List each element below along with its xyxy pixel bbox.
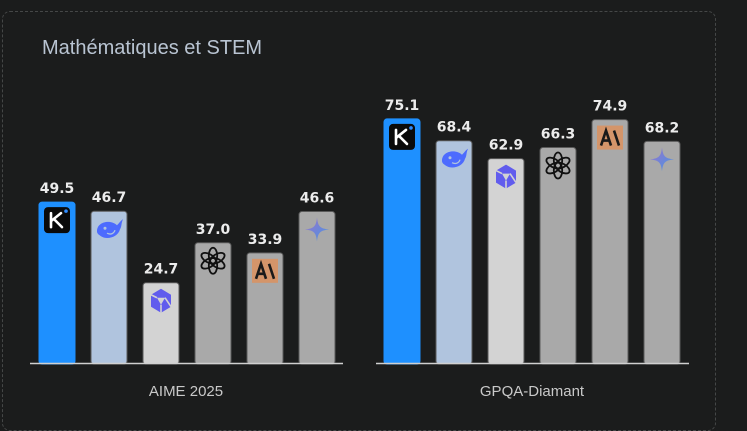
bar-deepseek-gpqa (435, 140, 473, 365)
bar-group: 49.5 (38, 181, 76, 365)
bar-group: 46.7 (90, 190, 128, 365)
openai-logo-icon (545, 151, 571, 180)
bar-kimi-gpqa (383, 118, 421, 365)
x-tick-label: AIME 2025 (149, 383, 223, 400)
gemini-sparkle-icon (305, 217, 329, 242)
bar-group: 33.9 (246, 232, 284, 365)
data-label: 62.9 (489, 138, 524, 154)
data-label: 46.6 (300, 191, 335, 207)
x-tick-label: GPQA-Diamant (480, 383, 585, 400)
data-label: 33.9 (248, 232, 283, 248)
anthropic-logo-icon (252, 258, 278, 283)
bar-gemini-gpqa (643, 140, 681, 365)
bar-group: 37.0 (194, 222, 232, 365)
bar-group: 74.9 (591, 99, 629, 365)
deepseek-whale-icon (97, 219, 123, 238)
deepseek-whale-icon (442, 148, 468, 168)
bar-group: 75.1 (383, 98, 421, 365)
anthropic-logo-icon (597, 125, 623, 150)
bar-group: 24.7 (142, 262, 180, 365)
kimi-logo-icon (44, 207, 70, 234)
bar-qwen-gpqa (487, 158, 525, 365)
bar-openai-gpqa (539, 147, 577, 365)
bar-group: 68.2 (643, 120, 681, 365)
data-label: 37.0 (196, 222, 231, 238)
data-label: 68.2 (645, 120, 680, 136)
bar-anthropic-gpqa (591, 119, 629, 365)
kimi-logo-icon (389, 123, 415, 150)
data-label: 74.9 (593, 99, 628, 115)
bar-chart: 49.5 46.7 24.7 37.0 33.9 46.6 75.1 68.4 62.9 66.3… (30, 98, 689, 400)
qwen-logo-icon (495, 164, 517, 189)
bar-group: 46.6 (298, 191, 336, 365)
gemini-sparkle-icon (650, 147, 674, 172)
data-label: 46.7 (92, 190, 127, 206)
bar-openai-aime (194, 242, 232, 365)
bar-group: 68.4 (435, 120, 473, 365)
data-label: 49.5 (40, 181, 75, 197)
data-label: 66.3 (541, 127, 576, 143)
data-label: 24.7 (144, 262, 179, 278)
openai-logo-icon (200, 246, 226, 275)
chart-title: Mathématiques et STEM (42, 37, 263, 59)
qwen-logo-icon (150, 288, 172, 313)
data-label: 68.4 (437, 120, 472, 136)
bar-group: 62.9 (487, 138, 525, 365)
data-label: 75.1 (385, 98, 420, 114)
bar-group: 66.3 (539, 127, 577, 365)
